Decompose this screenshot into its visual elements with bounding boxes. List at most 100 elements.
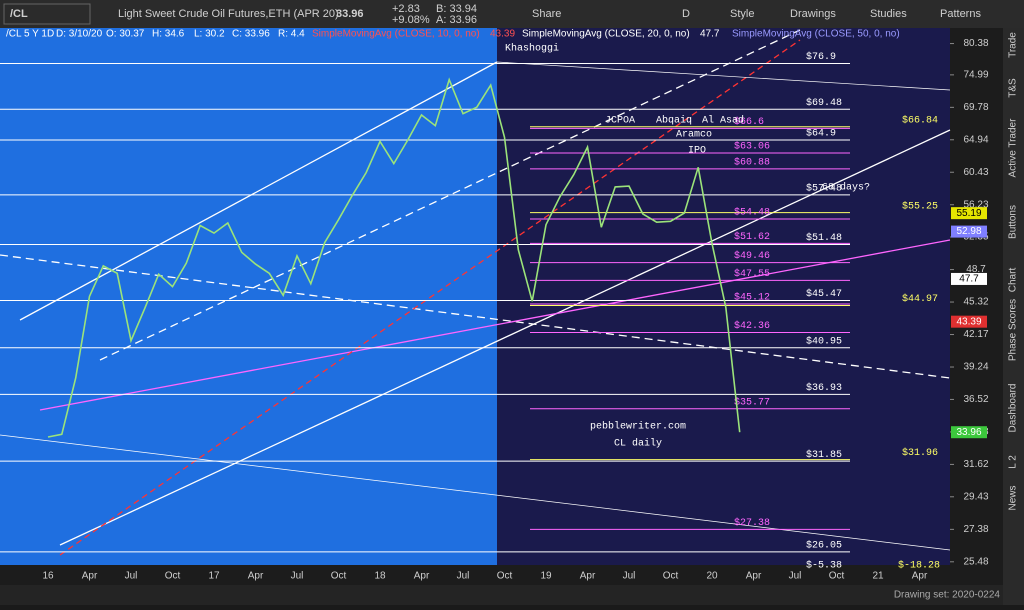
x-tick-label: Jul [291,571,304,582]
level-label: $35.77 [734,396,770,408]
y-tick-label: 39.24 [963,362,988,373]
y-tick-label: 45.32 [963,297,988,308]
level-label: $63.06 [734,141,770,153]
y-tick-label: 56.23 [963,199,988,210]
info-item: O: 30.37 [106,29,145,40]
sidebar-tab[interactable]: Trade [1008,32,1019,58]
toolbar-button[interactable]: Share [532,8,561,20]
change-pct: +9.08% [392,14,430,26]
level-label: $36.93 [806,382,842,394]
description: Light Sweet Crude Oil Futures,ETH (APR 2… [118,8,339,20]
toolbar [0,0,1024,28]
sidebar-tab[interactable]: L 2 [1008,455,1019,469]
event-label: JCPOA [605,116,635,127]
y-tick-label: 74.99 [963,70,988,81]
level-label: $55.25 [902,200,938,212]
sidebar-tab[interactable]: Dashboard [1008,384,1019,433]
x-tick-label: 21 [872,571,884,582]
sidebar-tab[interactable]: Chart [1008,268,1019,293]
level-label: $26.05 [806,539,842,551]
x-tick-label: Jul [125,571,138,582]
sidebar-tab[interactable]: Phase Scores [1008,299,1019,361]
level-label: $45.47 [806,288,842,300]
change: +2.83 [392,3,420,15]
toolbar-button[interactable]: D [682,8,690,20]
info-item: D: 3/10/20 [56,29,103,40]
y-tick-label: 80.38 [963,38,988,49]
x-tick-label: Apr [248,571,264,582]
price-badge [951,272,987,285]
price-badge-label: 43.39 [956,316,981,327]
watermark: pebblewriter.com [590,421,686,433]
sidebar-tab[interactable]: Active Trader [1008,118,1019,178]
y-tick-label: 36.52 [963,394,988,405]
chart-bg-left [0,28,497,565]
x-tick-label: Jul [623,571,636,582]
level-label: $44.97 [902,293,938,305]
footer-yellow: $-18.28 [898,560,940,572]
info-item: SimpleMovingAvg (CLOSE, 50, 0, no) [732,29,900,40]
y-tick-label: 25.48 [963,556,988,567]
toolbar-button[interactable]: Studies [870,8,907,20]
level-label: $51.48 [806,232,842,244]
event-label: Al Asad [702,115,744,127]
last-price: 33.96 [336,8,364,20]
trendline [59,39,801,556]
price-badge-label: 47.7 [959,274,979,285]
level-label: $45.12 [734,292,770,304]
info-item: 43.39 [490,29,515,40]
x-tick-label: 16 [42,571,54,582]
info-item: L: 30.2 [194,29,225,40]
toolbar-button[interactable]: Drawings [790,8,836,20]
level-label: $51.62 [734,231,770,243]
y-tick-label: 27.38 [963,524,988,535]
level-label: $69.48 [806,97,842,109]
event-label: Khashoggi [505,43,559,55]
trendline [19,61,498,321]
x-tick-label: Jul [457,571,470,582]
y-tick-label: 31.62 [963,459,988,470]
trendline [59,129,951,546]
symbol-box[interactable] [3,3,91,25]
level-label: $49.46 [734,250,770,262]
level-label: $31.96 [902,447,938,459]
info-item: /CL 5 Y 1D [6,29,54,40]
y-tick-label: 64.94 [963,134,988,145]
y-tick-label: 69.78 [963,102,988,113]
y-tick-label: 29.43 [963,491,988,502]
x-tick-label: Apr [912,571,928,582]
sidebar-tab[interactable]: News [1008,485,1019,510]
level-label: $27.38 [734,517,770,529]
ask: A: 33.96 [436,14,477,26]
price-line [47,77,741,438]
bid: B: 33.94 [436,3,477,15]
event-label: IPO [688,146,706,157]
info-item: SimpleMovingAvg (CLOSE, 10, 0, no) [312,29,480,40]
x-tick-label: Oct [829,571,845,582]
sidebar-tab[interactable]: Buttons [1008,205,1019,239]
sidebar-tab[interactable]: T&S [1008,78,1019,98]
x-tick-label: Apr [580,571,596,582]
level-label: $42.36 [734,320,770,332]
price-badge [951,225,987,238]
info-item: 47.7 [700,29,720,40]
info-item: SimpleMovingAvg (CLOSE, 20, 0, no) [522,29,690,40]
level-label: $40.95 [806,335,842,347]
event-label: Abqaiq [656,115,692,127]
price-badge-label: 52.98 [956,226,981,237]
info-item: R: 4.4 [278,29,305,40]
level-label: $31.85 [806,449,842,461]
toolbar-button[interactable]: Patterns [940,8,981,20]
level-label: $47.55 [734,268,770,280]
x-tick-label: Apr [414,571,430,582]
price-badge [951,315,987,328]
x-tick-label: Oct [497,571,513,582]
event-label: 68 days? [822,182,870,194]
trendline [496,61,951,91]
level-label: $60.88 [734,157,770,169]
status-bar [0,585,1003,605]
status-text: Drawing set: 2020-0224 [894,590,1001,601]
y-tick-label: 60.43 [963,167,988,178]
toolbar-button[interactable]: Style [730,8,754,20]
